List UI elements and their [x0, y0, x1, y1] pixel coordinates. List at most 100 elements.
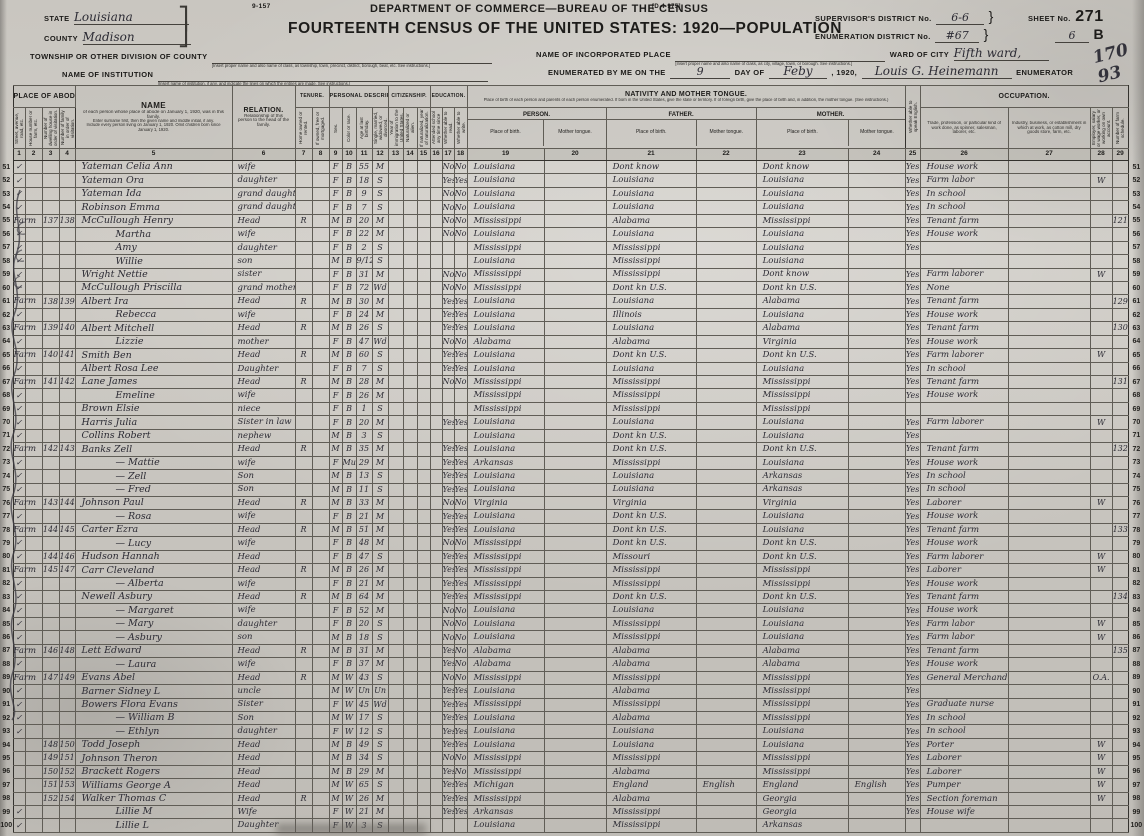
state-value: Louisiana [73, 10, 189, 25]
cell-family-number [58, 818, 76, 833]
cell-occupation: Graduate nurse [919, 697, 1009, 712]
cell-family-number: 146 [58, 549, 76, 565]
cell-able-to-write [453, 401, 468, 417]
cell-employer-class [1089, 509, 1113, 524]
cell-farm-schedule [1111, 791, 1129, 807]
cell-relation: daughter [231, 616, 296, 632]
cell-attended-school [429, 630, 443, 645]
cell-person-mother-tongue [543, 791, 607, 807]
cell-speaks-english: Yes [904, 442, 921, 457]
cell-able-to-read: No [441, 334, 455, 350]
person-row-83: 83✓Newell AsburyHeadRMB64MYesYesMississi… [0, 589, 1144, 605]
cell-naturalized-alien [402, 254, 418, 269]
cell-father-mother-tongue [695, 254, 757, 269]
cell-sex: M [328, 764, 343, 780]
cell-immigration-year [387, 173, 404, 188]
column-naturalization-year-header: If naturalized, year of naturalization. [416, 107, 431, 149]
cell-occupation: Laborer [919, 751, 1009, 766]
cell-able-to-write: No [453, 374, 468, 390]
cell-industry [1007, 764, 1091, 780]
cell-immigration-year [387, 710, 404, 726]
cell-marital-status: M [371, 536, 389, 551]
cell-relation: niece [231, 401, 296, 417]
cell-family-number [58, 267, 76, 282]
cell-occupation: House work [919, 159, 1009, 175]
cell-marital-status: M [371, 388, 389, 403]
cell-attended-school [429, 576, 443, 592]
cell-home-owned-rented [294, 657, 313, 672]
cell-mother-birthplace: Louisiana [755, 227, 849, 242]
cell-employer-class: W [1089, 630, 1113, 645]
cell-naturalized-alien [402, 159, 418, 175]
cell-family-number [58, 657, 76, 672]
cell-dwelling-number [41, 804, 60, 820]
cell-person-mother-tongue [543, 280, 607, 296]
cell-industry [1007, 804, 1091, 820]
cell-able-to-write: No [453, 536, 468, 551]
cell-father-mother-tongue [695, 549, 757, 565]
column-number-17: 17 [441, 148, 455, 161]
cell-father-mother-tongue [695, 361, 757, 377]
cell-color-race: B [341, 321, 357, 336]
cell-dwelling-number: 152 [41, 791, 60, 807]
person-row-58: 58✓WilliesonMB9/12SLouisianaMississippiL… [0, 254, 1144, 269]
cell-name: Harris Julia [74, 415, 233, 430]
cell-family-number [58, 334, 76, 350]
cell-dwelling-number [41, 186, 60, 202]
cell-dwelling-number: 150 [41, 764, 60, 780]
cell-naturalization-year [416, 388, 431, 403]
cell-father-birthplace: Illinois [605, 307, 697, 323]
cell-employer-class [1089, 576, 1113, 592]
cell-sex: F [328, 267, 343, 282]
cell-industry [1007, 307, 1091, 323]
cell-mother-birthplace: Mississippi [755, 670, 849, 686]
cell-name: — Mary [74, 616, 233, 632]
cell-mother-mother-tongue [847, 321, 906, 336]
cell-line-number: 70 [0, 416, 13, 429]
cell-color-race: B [341, 334, 357, 350]
cell-father-birthplace: Mississippi [605, 401, 697, 417]
cell-attended-school [429, 791, 443, 807]
cell-industry [1007, 401, 1091, 417]
cell-sex: M [328, 643, 343, 659]
cell-sex: F [328, 697, 343, 712]
incorporated-line: NAME OF INCORPORATED PLACE [Insert prope… [536, 44, 1049, 66]
cell-speaks-english: Yes [904, 630, 921, 645]
cell-color-race: W [341, 791, 357, 807]
cell-immigration-year [387, 348, 404, 363]
cell-home-owned-rented [294, 630, 313, 645]
cell-line-number: 85 [1128, 617, 1144, 630]
cell-line-number: 79 [0, 537, 13, 550]
cell-age: 31 [355, 643, 373, 659]
cell-able-to-read [441, 818, 455, 833]
cell-sex: F [328, 536, 343, 551]
cell-speaks-english: Yes [904, 294, 921, 309]
cell-immigration-year [387, 576, 404, 592]
cell-age: 11 [355, 482, 373, 497]
cell-marital-status: S [371, 186, 389, 202]
scan-smudge [276, 824, 426, 834]
group-occupation: OCCUPATION. [919, 85, 1129, 108]
cell-naturalized-alien [402, 227, 418, 242]
cell-family-number [58, 536, 76, 551]
cell-dwelling-number: 139 [41, 321, 60, 336]
cell-father-birthplace: Louisiana [605, 294, 697, 309]
cell-marital-status: S [371, 724, 389, 739]
person-row-76: 76Farm143144Johnson PaulHeadRMB33MNoNoVi… [0, 495, 1144, 511]
cell-mother-mother-tongue [847, 254, 906, 269]
cell-speaks-english: Yes [904, 616, 921, 632]
cell-naturalized-alien [402, 670, 418, 686]
cell-speaks-english: Yes [904, 307, 921, 323]
cell-mother-mother-tongue [847, 522, 906, 538]
cell-sex: M [328, 778, 343, 793]
cell-street: Farm [12, 442, 37, 457]
cell-owned-free-mortgaged [311, 240, 330, 256]
cell-name: Johnson Paul [74, 495, 233, 511]
cell-marital-status: M [371, 227, 389, 242]
cell-line-number: 55 [1128, 214, 1144, 227]
cell-farm-schedule [1111, 227, 1129, 242]
cell-naturalized-alien [402, 791, 418, 807]
cell-person-birthplace: Mississippi [466, 374, 545, 390]
cell-age: 72 [355, 280, 373, 296]
